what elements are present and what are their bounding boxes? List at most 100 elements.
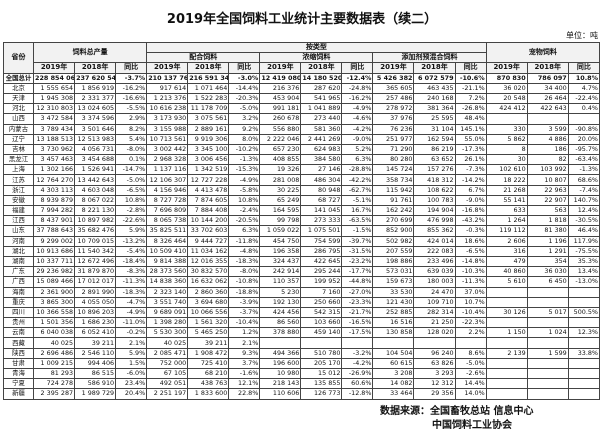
table-cell: 1 264 — [485, 215, 528, 227]
header-cell: 2018年 — [300, 62, 343, 74]
data-table: 省份 饲料总产量 按类型 宠物饲料 配合饲料 浓缩饲料 添加剂预混合饲料 2019年 2018年… — [2, 41, 601, 400]
table-cell: 34 400 — [526, 82, 569, 94]
table-cell: 162 242 — [372, 204, 415, 217]
table-cell: 63 826 — [413, 357, 456, 370]
table-cell: 198 886 — [372, 255, 415, 268]
table-cell: -9.0% — [454, 194, 487, 207]
table-cell: 82 — [526, 154, 569, 166]
table-cell: -13.0% — [567, 276, 601, 288]
table-cell: 108 622 — [413, 184, 456, 196]
table-cell: 192 130 — [259, 296, 302, 308]
table-cell: 164 595 — [259, 204, 302, 217]
table-cell: 408 855 — [259, 154, 302, 166]
table-cell — [526, 388, 569, 400]
table-cell: 2.2% — [454, 327, 487, 339]
table-cell: 3 006 456 — [187, 154, 230, 166]
table-cell: 7 160 — [300, 286, 343, 298]
table-cell: -23.2% — [341, 255, 374, 268]
source-label: 数据来源： — [380, 406, 430, 417]
header-cell: 同比 — [115, 62, 148, 74]
table-cell: 196 600 — [259, 357, 302, 370]
table-cell: 12 764 270 — [33, 174, 76, 186]
table-cell — [526, 317, 569, 329]
table-cell: -10.6% — [454, 72, 487, 84]
table-cell: 1 342 519 — [187, 164, 230, 176]
table-cell: 510 780 — [300, 347, 343, 359]
table-cell — [526, 296, 569, 308]
table-cell: 86 219 — [413, 143, 456, 156]
table-cell: 2 696 486 — [33, 347, 76, 359]
table-cell: 1 561 320 — [187, 317, 230, 329]
table-cell — [454, 337, 487, 349]
table-cell: 12 419 080 — [259, 72, 302, 84]
table-cell: 68 210 — [187, 367, 230, 380]
table-cell: 1 291 — [526, 245, 569, 257]
table-cell: 11 178 709 — [187, 103, 230, 115]
table-cell: 1 526 941 — [74, 164, 117, 176]
table-cell: -24.8% — [341, 82, 374, 94]
table-cell — [526, 367, 569, 380]
header-cell: 2019年 — [33, 62, 76, 74]
table-cell: 159 673 — [372, 276, 415, 288]
table-cell: 1 818 — [526, 215, 569, 227]
header-cell: 2018年 — [74, 62, 117, 74]
table-cell: 8.2% — [115, 123, 148, 135]
table-cell: 25 595 — [413, 113, 456, 125]
table-cell: -43.2% — [454, 215, 487, 227]
table-cell: -8.0% — [115, 143, 148, 156]
table-cell: 3 865 300 — [33, 296, 76, 308]
table-cell: 30 225 — [259, 184, 302, 196]
table-row: 湖南 10 337 711 12 672 496 -18.4% 9 814 388 12 … — [2, 255, 601, 268]
table-cell: -6.5% — [115, 184, 148, 196]
table-cell: 270 699 — [372, 215, 415, 227]
table-cell: 4.7% — [567, 82, 601, 94]
table-cell: 14 082 — [372, 378, 415, 390]
table-cell: 1 071 464 — [187, 82, 230, 94]
table-cell: -7.4% — [567, 184, 601, 196]
table-cell: 40 025 — [146, 337, 189, 349]
table-cell: 22.8% — [228, 388, 261, 400]
table-cell: -5.1% — [341, 194, 374, 207]
table-cell: 384 580 — [300, 154, 343, 166]
table-cell: -16.2% — [341, 92, 374, 105]
table-row: 云南 6 040 038 6 052 410 -0.2% 5 530 300 5 465 … — [2, 327, 601, 339]
table-cell: 40 860 — [485, 266, 528, 278]
table-cell: 30 832 570 — [187, 266, 230, 278]
table-row: 重庆 3 865 300 4 055 050 -4.7% 3 551 740 3 694 … — [2, 296, 601, 308]
table-cell: 13 024 605 — [74, 103, 117, 115]
table-cell: 1 989 729 — [74, 388, 117, 400]
table-cell: 541 965 — [300, 92, 343, 105]
table-cell: 5 610 — [485, 276, 528, 288]
table-cell: 3.7% — [228, 357, 261, 370]
table-cell: -44.8% — [341, 276, 374, 288]
table-cell: 1.2% — [228, 327, 261, 339]
table-cell: 15 089 466 — [33, 276, 76, 288]
table-cell: 33 702 603 — [187, 225, 230, 237]
table-cell: 2 331 377 — [74, 92, 117, 105]
table-cell: 48.4% — [454, 113, 487, 125]
header-cell: 2019年 — [372, 62, 415, 74]
table-cell: 55.0% — [454, 133, 487, 145]
table-cell: 10 509 410 — [146, 245, 189, 257]
table-cell: -10.4% — [228, 317, 261, 329]
table-cell: 山西 — [2, 113, 35, 125]
table-cell: 207 559 — [372, 245, 415, 257]
table-cell: 233 496 — [413, 255, 456, 268]
table-cell: 8 939 879 — [33, 194, 76, 207]
table-cell: 424 456 — [259, 306, 302, 319]
header-row: 2019年 2018年 同比 2019年 2018年 同比 2019年 2018年 同比 2019… — [4, 62, 601, 74]
table-cell: 全国总计 — [2, 72, 35, 84]
table-cell: -27.0% — [341, 286, 374, 298]
table-cell: 37.0% — [454, 286, 487, 298]
table-cell: 1 501 356 — [33, 317, 76, 329]
table-cell: 194 904 — [413, 204, 456, 217]
table-cell: -5.0% — [228, 103, 261, 115]
table-cell: 8 — [485, 143, 528, 156]
table-cell: 2 085 471 — [146, 347, 189, 359]
table-cell: 12 016 355 — [187, 255, 230, 268]
table-cell: 99 798 — [259, 215, 302, 227]
table-cell: 12.3% — [567, 327, 601, 339]
table-cell: -4.2% — [341, 123, 374, 135]
table-cell: 110 606 — [259, 388, 302, 400]
table-cell: 1 075 501 — [300, 225, 343, 237]
